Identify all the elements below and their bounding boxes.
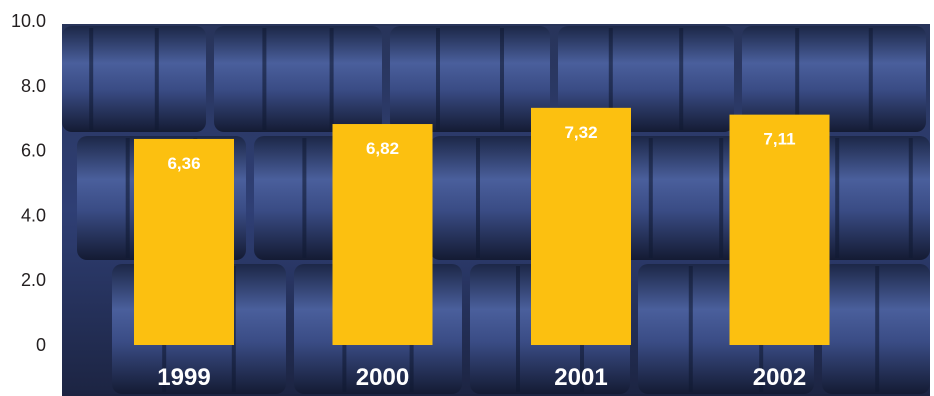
bar-value-label: 6,36	[167, 154, 200, 173]
y-tick-label: 2.0	[21, 270, 46, 290]
bar-value-label: 7,11	[763, 130, 795, 149]
barrel-shape	[742, 26, 926, 132]
x-category-label: 2000	[356, 364, 409, 391]
y-tick-label: 6.0	[21, 141, 46, 161]
x-axis: 1999 2000 2001 2002	[157, 364, 806, 391]
barrel-shape	[390, 26, 550, 132]
x-category-label: 2002	[753, 364, 806, 391]
y-tick-label: 10.0	[11, 11, 46, 31]
x-category-label: 2001	[554, 364, 607, 391]
bars	[134, 107, 830, 345]
barrel-shape	[558, 26, 734, 132]
bar-value-label: 7,32	[564, 123, 597, 142]
bar-value-label: 6,82	[366, 139, 399, 158]
bar	[531, 107, 631, 345]
barrel-shape	[62, 26, 206, 132]
y-tick-label: 0	[36, 335, 46, 355]
bar	[134, 138, 234, 345]
bar	[729, 114, 830, 345]
y-tick-label: 8.0	[21, 76, 46, 96]
y-axis: 0 2.0 4.0 6.0 8.0 10.0	[11, 11, 46, 355]
x-category-label: 1999	[157, 364, 210, 391]
bar	[332, 124, 433, 345]
y-tick-label: 4.0	[21, 205, 46, 225]
data-labels: 6,36 6,82 7,32 7,11	[167, 123, 795, 173]
barrel-shape	[214, 26, 382, 132]
